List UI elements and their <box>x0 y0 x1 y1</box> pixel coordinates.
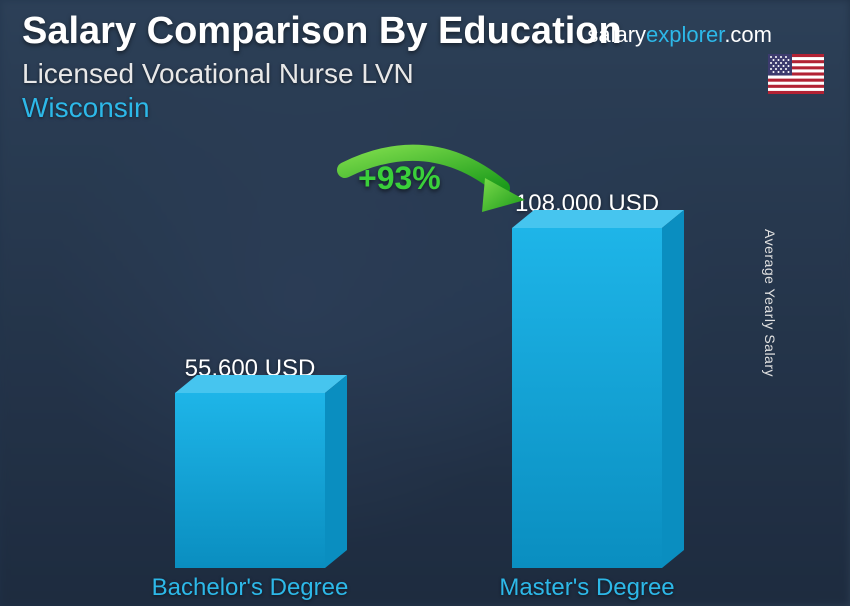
page-subtitle: Licensed Vocational Nurse LVN <box>22 58 828 90</box>
brand-prefix: salary <box>587 22 646 47</box>
bar-category-label: Bachelor's Degree <box>152 574 349 602</box>
bar-group: 108,000 USD <box>512 190 662 568</box>
brand-suffix: .com <box>724 22 772 47</box>
bar-top-face <box>175 375 347 411</box>
us-flag-icon <box>768 54 824 94</box>
bar-group: 55,600 USD <box>175 355 325 568</box>
content: Salary Comparison By Education Licensed … <box>0 0 850 606</box>
increase-arrow-icon <box>330 140 530 220</box>
bar-top-face <box>512 210 684 246</box>
page-location: Wisconsin <box>22 92 828 124</box>
bar-side-face <box>325 375 347 568</box>
bar-front-face <box>175 393 325 568</box>
bar-3d <box>175 393 325 568</box>
bar-category-label: Master's Degree <box>499 574 674 602</box>
bar-side-face <box>662 210 684 568</box>
bar-3d <box>512 228 662 568</box>
bar-front-face <box>512 228 662 568</box>
brand-logo: salaryexplorer.com <box>587 22 772 48</box>
brand-accent: explorer <box>646 22 724 47</box>
salary-chart: 55,600 USD Bachelor's Degree 108,000 USD Ma… <box>0 166 850 606</box>
